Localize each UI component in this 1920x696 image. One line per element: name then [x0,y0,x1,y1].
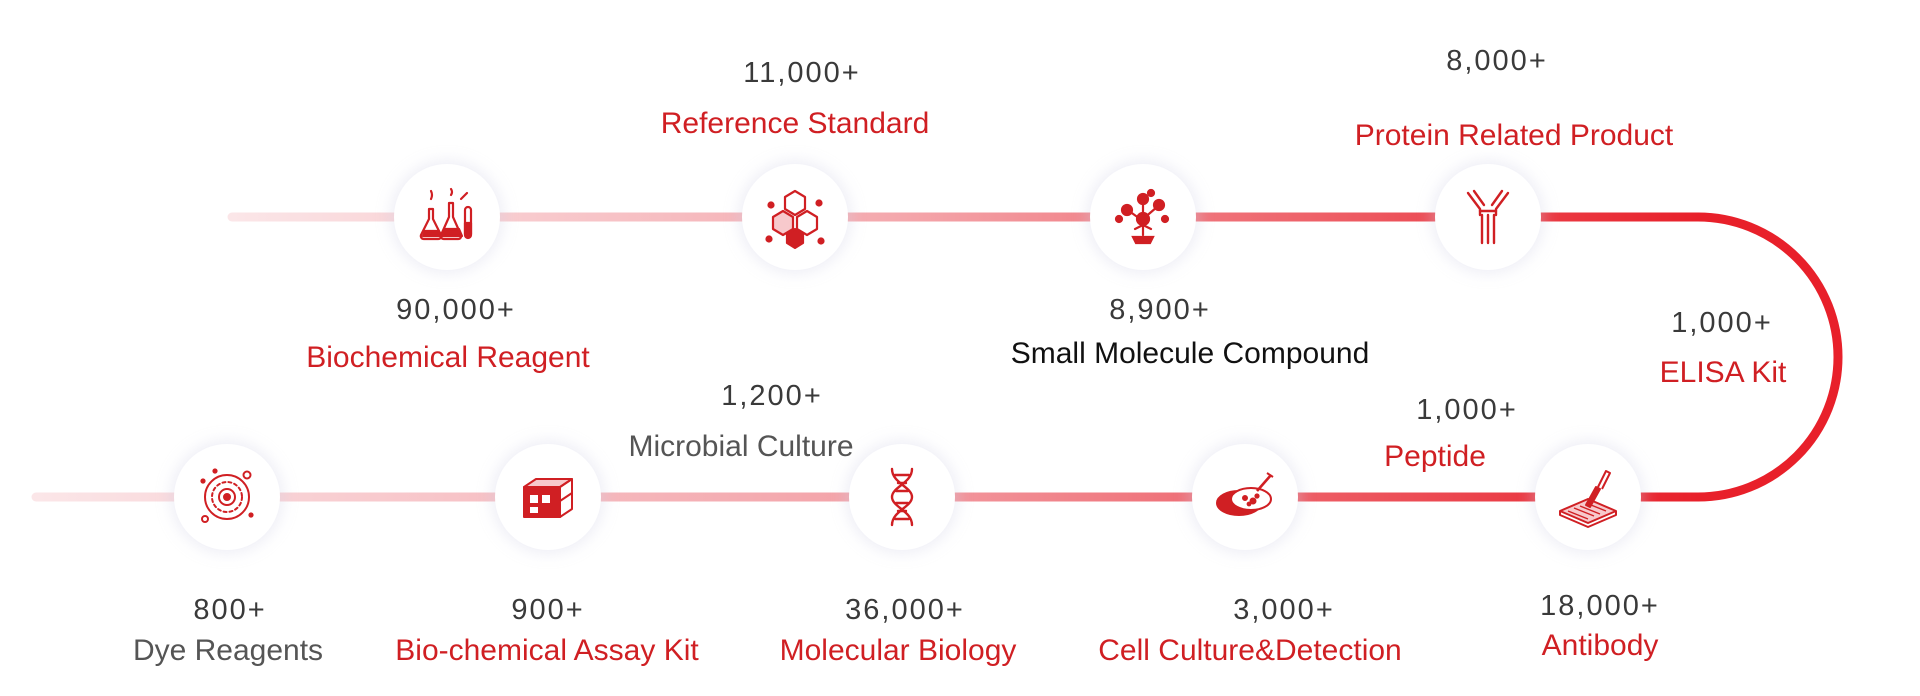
dna-helix-icon [890,467,914,527]
label-small-molecule-compound[interactable]: Small Molecule Compound [1010,337,1370,370]
label-antibody[interactable]: Antibody [1541,629,1659,662]
count-peptide: 1,000+ [1416,394,1518,426]
label-dye-reagents[interactable]: Dye Reagents [132,634,324,667]
label-elisa-kit[interactable]: ELISA Kit [1659,356,1787,389]
label-microbial-culture[interactable]: Microbial Culture [628,430,854,463]
count-biochemical-reagent: 90,000+ [396,294,516,326]
cell-circle-icon [200,468,254,523]
node-cell-culture-detection[interactable] [1192,444,1298,550]
flasks-icon [419,187,473,241]
count-elisa-kit: 1,000+ [1671,307,1773,339]
count-microbial-culture: 1,200+ [721,380,823,412]
node-molecular-biology[interactable] [849,444,955,550]
node-reference-standard[interactable] [742,164,848,270]
assay-box-icon [523,478,573,518]
antibody-y-icon [1466,189,1510,245]
label-peptide[interactable]: Peptide [1384,440,1486,473]
track-curve [1697,212,1843,502]
label-molecular-biology[interactable]: Molecular Biology [779,634,1017,667]
count-small-molecule-compound: 8,900+ [1109,294,1211,326]
hexagon-molecule-icon [765,189,825,249]
label-bio-chemical-assay-kit[interactable]: Bio-chemical Assay Kit [395,634,699,667]
label-cell-culture-detection[interactable]: Cell Culture&Detection [1098,634,1402,667]
label-protein-related-product[interactable]: Protein Related Product [1354,119,1674,152]
node-protein-related-product[interactable] [1435,164,1541,270]
count-dye-reagents: 800+ [193,594,267,626]
node-biochemical-reagent[interactable] [394,164,500,270]
label-reference-standard[interactable]: Reference Standard [660,107,930,140]
count-protein-related-product: 8,000+ [1446,45,1548,77]
node-small-molecule-compound[interactable] [1090,164,1196,270]
node-dye-reagents[interactable] [174,444,280,550]
count-reference-standard: 11,000+ [743,57,861,89]
petri-dish-icon [1216,472,1274,516]
count-antibody: 18,000+ [1540,590,1660,622]
molecule-tree-icon [1114,188,1170,245]
count-molecular-biology: 36,000+ [845,594,965,626]
node-antibody[interactable] [1535,444,1641,550]
node-bio-chemical-assay-kit[interactable] [495,444,601,550]
count-bio-chemical-assay-kit: 900+ [511,594,585,626]
count-cell-culture-detection: 3,000+ [1233,594,1335,626]
label-biochemical-reagent[interactable]: Biochemical Reagent [306,341,590,374]
pipette-plate-icon [1559,470,1617,528]
